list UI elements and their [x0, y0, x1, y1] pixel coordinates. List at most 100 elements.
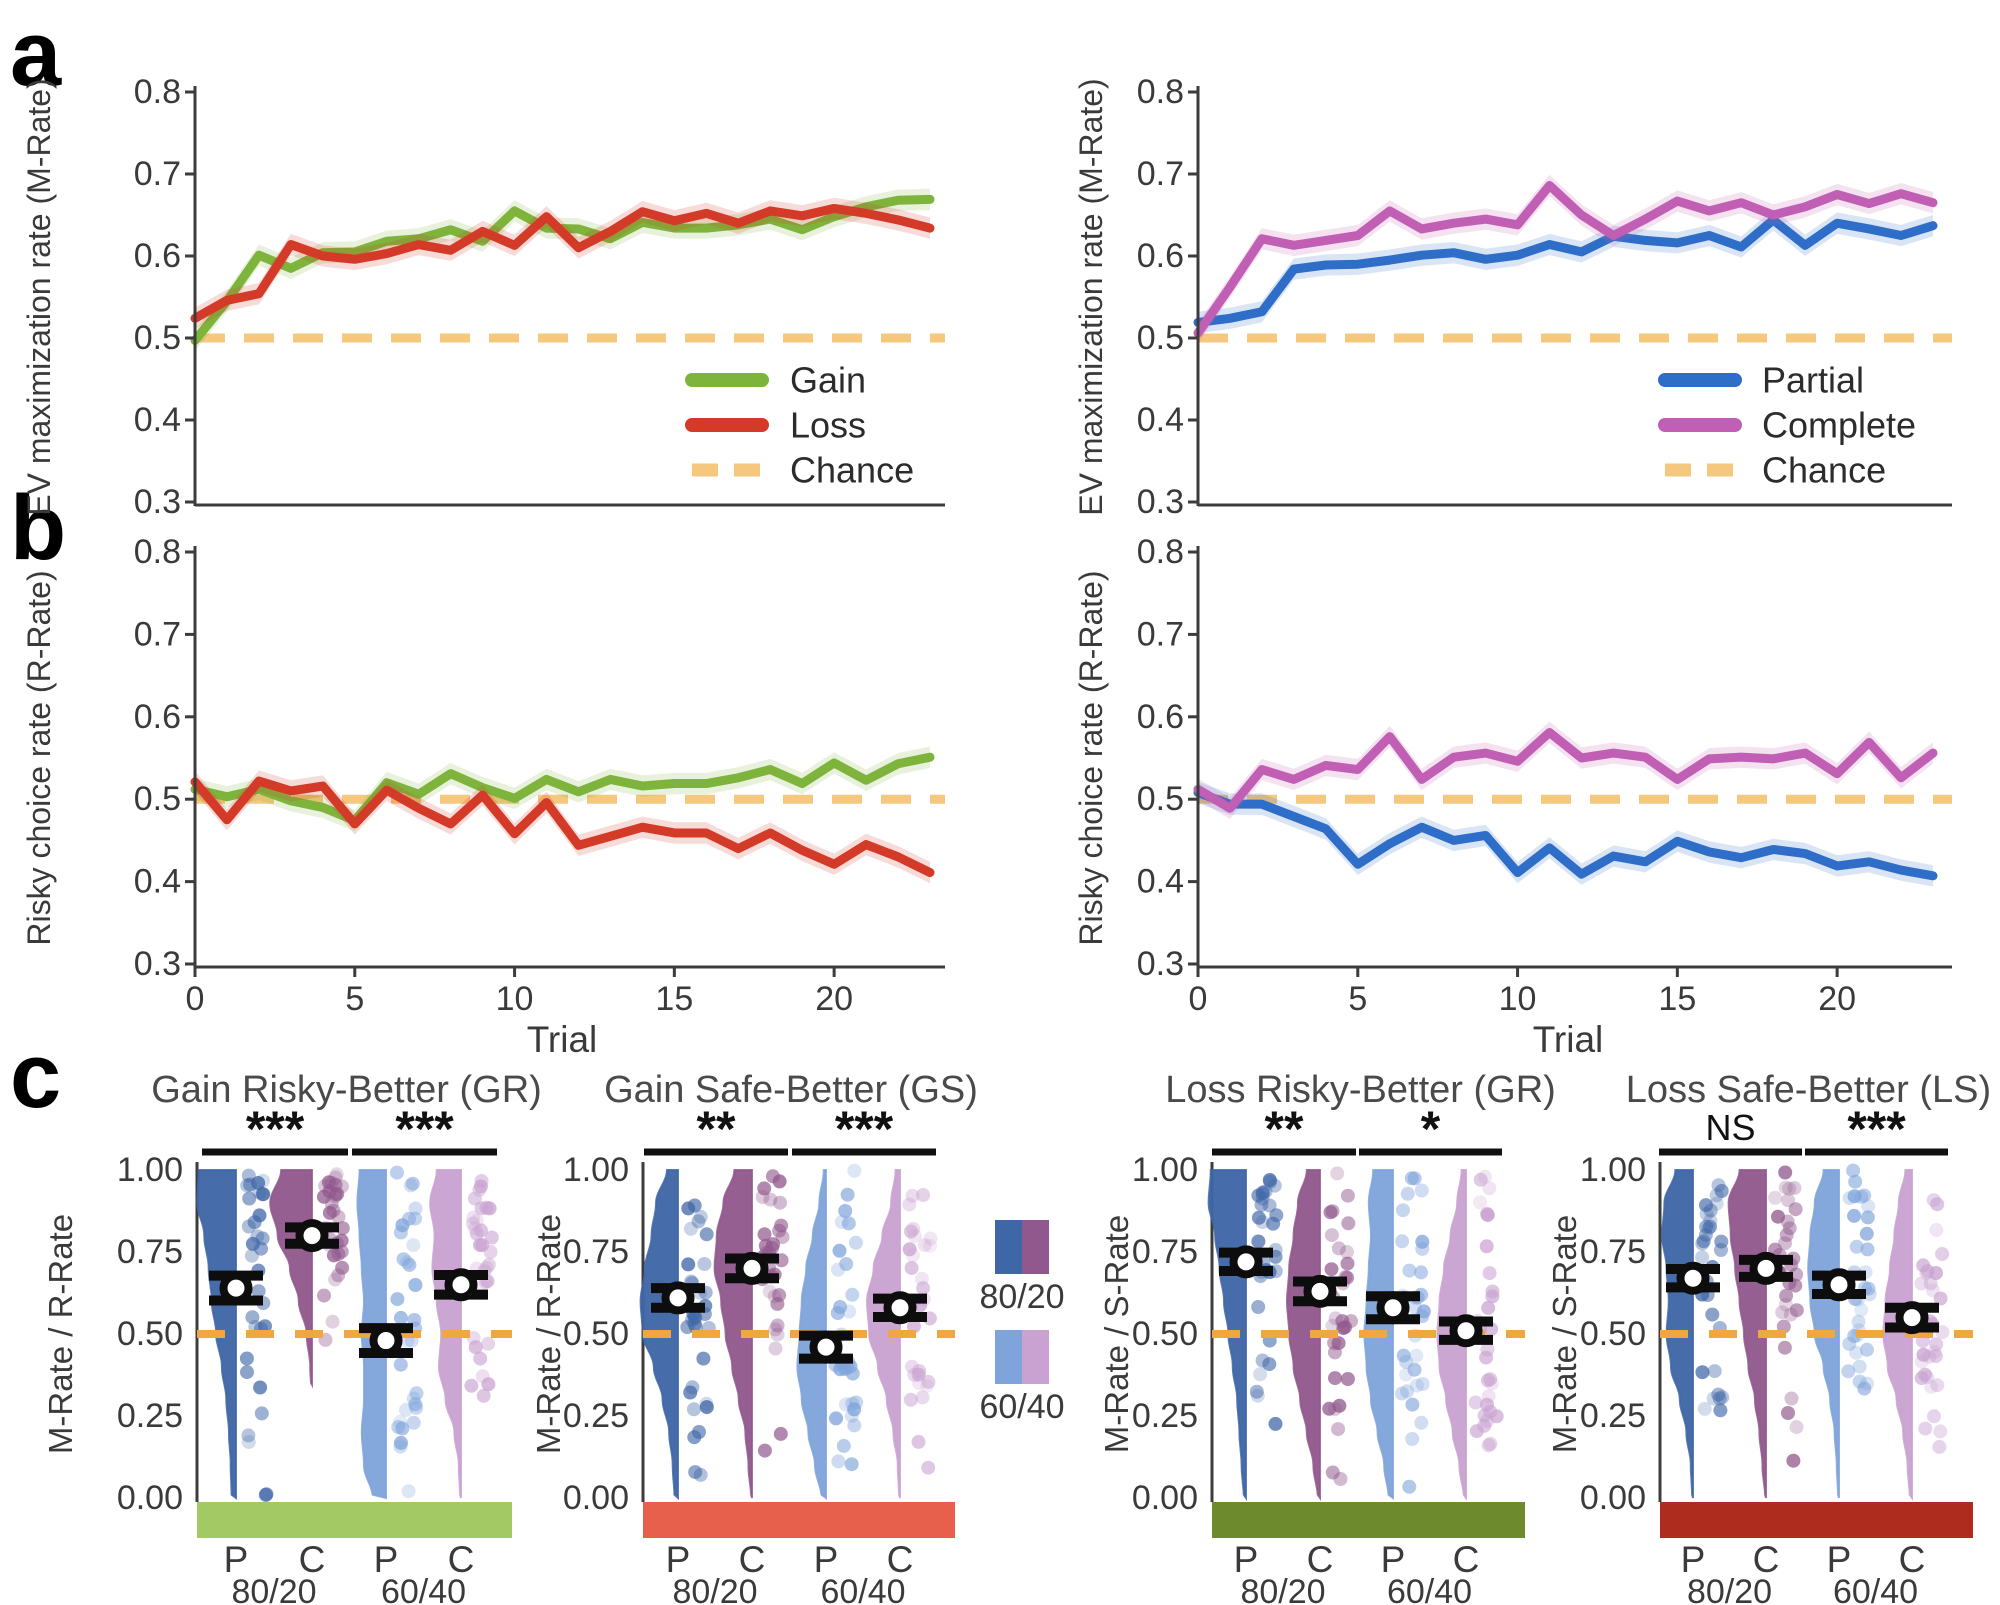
data-point	[1251, 1234, 1266, 1249]
data-point	[1788, 1278, 1803, 1293]
data-point	[469, 1226, 484, 1241]
data-point	[834, 1215, 849, 1230]
data-point	[1253, 1367, 1268, 1382]
data-point	[476, 1388, 491, 1403]
data-point	[1481, 1438, 1496, 1453]
data-point	[481, 1257, 496, 1272]
data-point	[1481, 1300, 1496, 1315]
violin-C-80-20	[269, 1169, 313, 1389]
data-point	[693, 1209, 708, 1224]
group-label: 60/40	[1387, 1573, 1472, 1605]
data-point	[772, 1174, 787, 1189]
y-tick-label: 0.8	[134, 533, 181, 571]
data-point	[1768, 1190, 1783, 1205]
data-point	[1707, 1364, 1722, 1379]
data-point	[1849, 1345, 1864, 1360]
data-point	[1255, 1353, 1270, 1368]
data-point	[1415, 1377, 1430, 1391]
data-point	[254, 1406, 269, 1421]
y-tick-label: 0.6	[1137, 237, 1184, 275]
condition-bar	[1212, 1502, 1525, 1538]
legend-swatch-right	[1022, 1220, 1049, 1274]
data-point	[468, 1340, 483, 1355]
legend-label: Gain	[790, 360, 866, 401]
data-point	[1333, 1472, 1348, 1486]
data-point	[247, 1215, 262, 1230]
data-point	[1396, 1348, 1411, 1363]
data-point	[757, 1443, 772, 1458]
data-point	[1328, 1371, 1342, 1386]
x-tick-label: 0	[1189, 980, 1208, 1018]
data-point	[1415, 1241, 1430, 1256]
data-point	[903, 1392, 918, 1407]
condition-label: P	[374, 1539, 399, 1580]
raincloud-subplot-4: Loss Safe-Better (LS)NS *** 1.00 0.75 0.50 0.…	[1546, 1069, 1991, 1605]
data-point	[1477, 1418, 1492, 1433]
data-point	[686, 1402, 701, 1417]
data-point	[699, 1400, 714, 1415]
y-tick-label: 0.25	[117, 1397, 183, 1435]
data-point	[1400, 1186, 1415, 1201]
y-axis-label: EV maximization rate (M-Rate)	[1073, 78, 1109, 515]
y-tick-label: 0.8	[134, 73, 181, 111]
data-point	[254, 1241, 268, 1256]
y-tick-label: 0.5	[1137, 780, 1184, 818]
y-tick-label: 0.25	[1132, 1397, 1198, 1435]
data-point	[1778, 1180, 1793, 1195]
x-tick-label: 20	[1818, 980, 1856, 1018]
data-point	[393, 1225, 408, 1240]
data-point	[1251, 1210, 1266, 1225]
data-point	[1852, 1374, 1867, 1389]
y-axis-label: M-Rate / R-Rate	[530, 1214, 567, 1454]
data-point	[1409, 1348, 1424, 1363]
data-point	[390, 1165, 404, 1180]
data-point	[240, 1365, 254, 1380]
data-point	[832, 1243, 847, 1258]
y-tick-label: 1.00	[1132, 1151, 1198, 1189]
data-point	[1711, 1387, 1726, 1402]
y-axis-label: M-Rate / S-Rate	[1098, 1215, 1135, 1453]
mean-marker	[1749, 1251, 1783, 1285]
y-tick-label: 0.3	[134, 483, 181, 521]
data-point	[683, 1385, 698, 1400]
data-point	[1479, 1350, 1494, 1365]
series-line-gain	[190, 752, 935, 826]
data-point	[1395, 1234, 1410, 1249]
data-point	[1916, 1258, 1931, 1273]
x-tick-label: 15	[1658, 980, 1696, 1018]
legend-label: Loss	[790, 405, 866, 446]
data-point	[1918, 1421, 1933, 1436]
data-point	[839, 1257, 854, 1271]
condition-label: C	[1899, 1539, 1926, 1580]
data-point	[1485, 1289, 1500, 1304]
data-point	[1340, 1188, 1355, 1203]
data-point	[466, 1210, 481, 1225]
data-point	[1862, 1287, 1877, 1302]
data-point	[1483, 1372, 1498, 1387]
data-point	[1714, 1184, 1729, 1198]
data-point	[401, 1484, 416, 1499]
group-label: 80/20	[231, 1573, 316, 1605]
data-point	[1860, 1210, 1875, 1225]
data-point	[688, 1465, 703, 1480]
data-point	[763, 1192, 778, 1207]
data-point	[1852, 1359, 1867, 1374]
data-point	[399, 1402, 413, 1417]
mean-marker	[1449, 1314, 1483, 1348]
data-point	[1789, 1420, 1804, 1435]
condition-label: P	[1381, 1539, 1406, 1580]
y-tick-label: 0.4	[134, 863, 181, 901]
condition-label: C	[448, 1539, 475, 1580]
data-point	[831, 1454, 846, 1469]
data-point	[408, 1397, 423, 1412]
condition-label: C	[1307, 1539, 1334, 1580]
condition-label: P	[1234, 1539, 1259, 1580]
data-point	[241, 1428, 256, 1443]
data-point	[473, 1238, 487, 1252]
data-point	[904, 1261, 919, 1275]
data-point	[772, 1223, 787, 1238]
data-point	[258, 1319, 272, 1334]
series-band-loss	[195, 197, 930, 329]
data-point	[1324, 1262, 1339, 1277]
y-tick-label: 0.00	[1132, 1479, 1198, 1517]
